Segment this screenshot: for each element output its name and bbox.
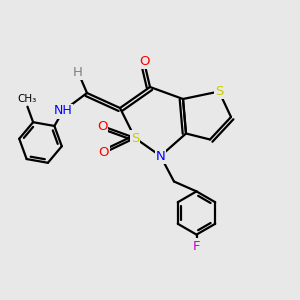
Text: N: N (156, 149, 165, 163)
Text: NH: NH (54, 104, 72, 118)
Text: O: O (139, 55, 149, 68)
Text: S: S (215, 85, 223, 98)
Text: S: S (131, 131, 139, 145)
Text: CH₃: CH₃ (18, 94, 37, 104)
Text: F: F (193, 239, 200, 253)
Text: H: H (73, 65, 83, 79)
Text: O: O (97, 119, 107, 133)
Text: O: O (98, 146, 109, 160)
